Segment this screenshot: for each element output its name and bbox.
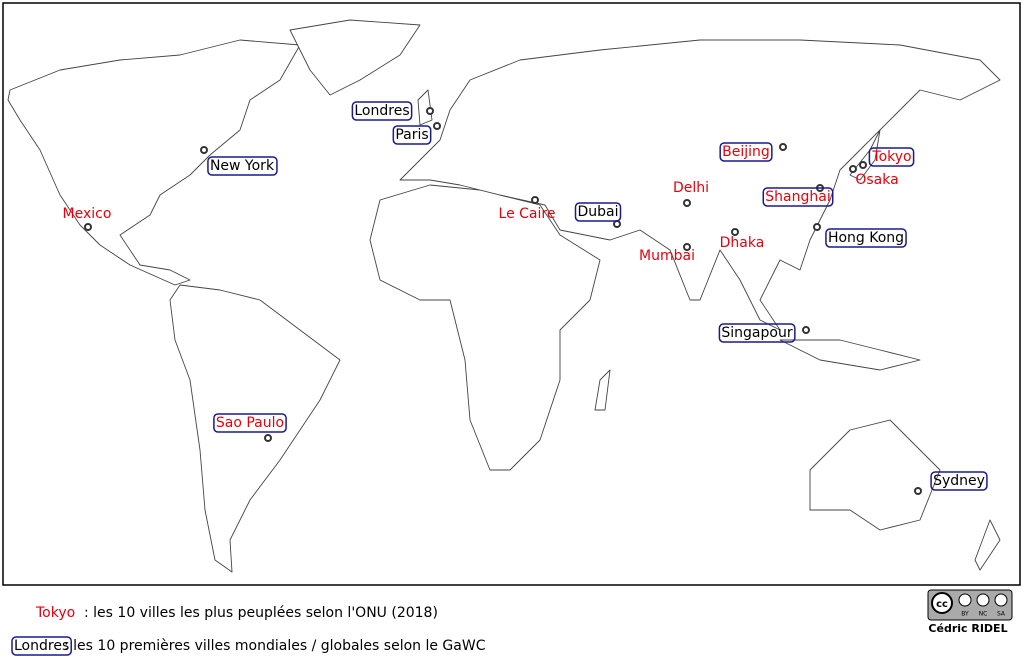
city-label: Dhaka [720,235,765,251]
city-label: New York [210,158,275,174]
city: Le Caire [499,196,556,222]
new-zealand [974,519,1001,571]
city-dot [859,161,867,169]
eurasia [399,39,1001,331]
city: Sao Paulo [213,413,287,442]
city-dot [426,107,434,115]
city-label: Beijing [722,144,770,160]
cc-icon [931,592,953,614]
cities: Londres Paris New York Mexico Sao Paulo Le Ca… [63,101,988,495]
city-label: Shanghai [765,189,830,205]
label-box [392,125,432,145]
city-label: Mumbai [639,248,695,264]
city-dot [683,243,691,251]
legend-text: : les 10 premières villes mondiales / gl… [64,638,486,654]
world-map [7,19,1001,573]
city: Mexico [63,206,112,231]
license: cc BY NC SA Cédric RIDEL [927,589,1013,635]
license-icon [994,593,1008,607]
city-dot [802,326,810,334]
city: Hong Kong [813,223,907,248]
city-dot [914,487,922,495]
city-label: Hong Kong [828,230,904,246]
cc-text: cc [936,599,948,610]
license-icon [958,593,972,607]
city: Delhi [673,180,709,207]
label-box [868,147,915,167]
legend: Tokyo : les 10 villes les plus peuplées s… [11,605,486,656]
city: Shanghai [762,184,834,207]
city-label: Sao Paulo [216,415,284,431]
label-box [351,101,413,121]
label-box [825,228,907,248]
city-label: Paris [395,127,428,143]
label-box [207,156,278,176]
city: Beijing [719,142,787,162]
city-label: Dubai [577,204,618,220]
north-america [7,39,301,286]
greenland [289,19,421,96]
label-box [11,636,72,656]
city-label: Londres [354,103,409,119]
city-dot [84,223,92,231]
city: Dubai [574,202,622,228]
japan [849,129,881,181]
city-dot [264,434,272,442]
city-dot [813,223,821,231]
south-america [169,284,341,573]
license-term: NC [979,611,988,618]
city: Dhaka [720,228,765,251]
city: Tokyo [859,147,915,169]
license-icon [976,593,990,607]
city-label: Singapour [721,325,792,341]
city-dot [433,122,441,130]
city-dot [849,165,857,173]
license-term: BY [961,611,969,618]
city: Paris [392,122,441,145]
city: Londres [351,101,434,121]
legend-sample: Londres [14,638,69,654]
city-dot [683,199,691,207]
label-box [930,471,988,491]
city-label: Delhi [673,180,709,196]
africa [369,184,601,471]
legend-text: : les 10 villes les plus peuplées selon … [84,605,438,621]
license-term: SA [997,611,1006,618]
label-box [213,413,287,433]
city-dot [779,143,787,151]
city: New York [200,146,278,176]
label-box [574,202,622,222]
great-britain [417,89,433,126]
city: Mumbai [639,243,695,264]
city-label: Sydney [933,473,985,489]
city: Sydney [914,471,988,495]
city-dot [531,196,539,204]
legend-sample: Tokyo [35,605,75,621]
city: Singapour [718,323,810,343]
australia [809,419,941,531]
city-dot [731,228,739,236]
city-label: Tokyo [871,149,911,165]
city-dot [200,146,208,154]
city-label: Le Caire [499,206,556,222]
label-box [719,142,773,162]
city-dot [613,220,621,228]
city: Osaka [849,165,899,188]
city-label: Mexico [63,206,112,222]
madagascar [594,369,611,411]
city-label: Osaka [855,172,898,188]
label-box [762,187,834,207]
label-box [718,323,796,343]
indonesia [779,339,921,371]
author: Cédric RIDEL [928,622,1007,635]
